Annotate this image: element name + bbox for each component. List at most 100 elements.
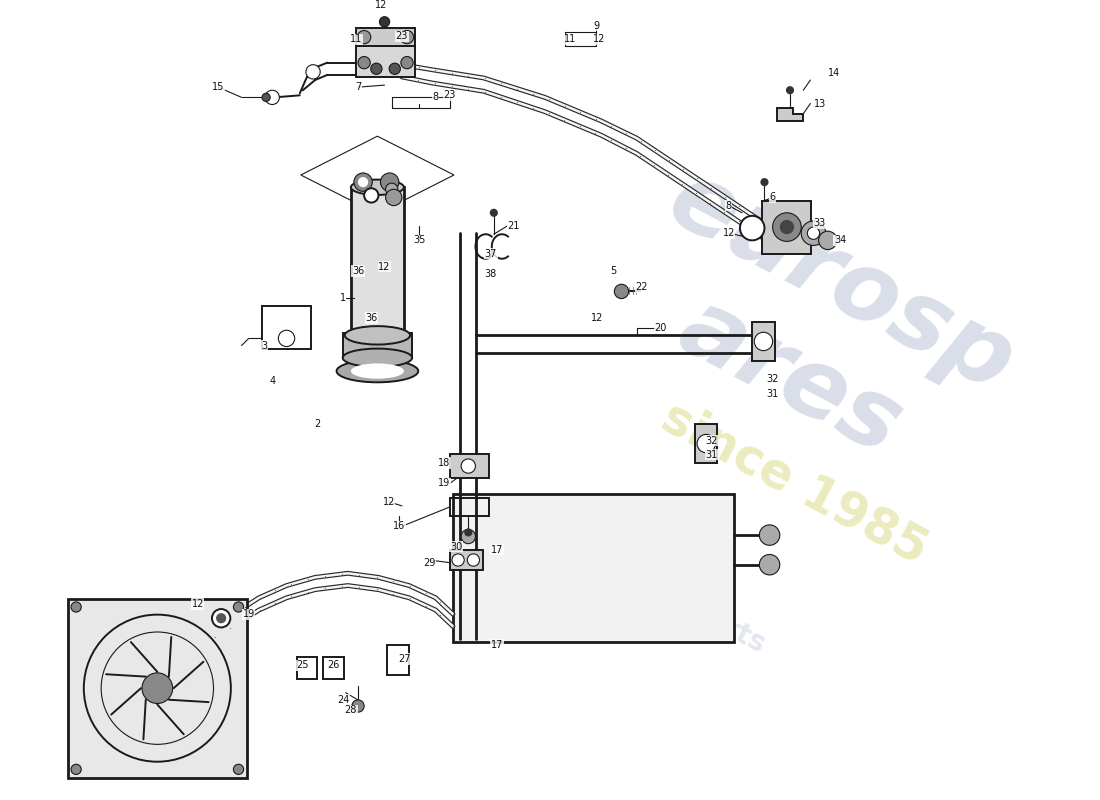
- Circle shape: [358, 30, 371, 44]
- Bar: [752, 322, 774, 361]
- Text: 35: 35: [414, 235, 426, 246]
- Circle shape: [354, 173, 372, 191]
- Circle shape: [755, 332, 772, 350]
- Ellipse shape: [337, 360, 418, 382]
- Text: 4: 4: [270, 376, 275, 386]
- Ellipse shape: [351, 363, 404, 378]
- Text: 20: 20: [654, 323, 667, 333]
- Text: since 1985: since 1985: [653, 393, 936, 574]
- Circle shape: [262, 94, 271, 102]
- Bar: [356, 46, 415, 77]
- Circle shape: [389, 63, 400, 74]
- Text: 24: 24: [338, 695, 350, 705]
- Bar: [68, 599, 246, 778]
- Text: 19: 19: [438, 478, 450, 489]
- Circle shape: [461, 530, 475, 544]
- Bar: [762, 201, 812, 254]
- Text: 31: 31: [767, 389, 779, 398]
- Ellipse shape: [351, 179, 404, 195]
- Text: 1: 1: [340, 293, 345, 302]
- Text: 7: 7: [355, 82, 361, 92]
- Text: 11: 11: [350, 34, 362, 44]
- Text: 32: 32: [767, 374, 779, 384]
- Text: 12: 12: [593, 34, 605, 44]
- Circle shape: [216, 613, 227, 623]
- Text: 14: 14: [828, 68, 840, 78]
- Bar: [450, 454, 488, 478]
- Text: 38: 38: [485, 269, 497, 279]
- Polygon shape: [777, 107, 803, 121]
- Text: 16: 16: [393, 522, 405, 531]
- Text: 15: 15: [212, 82, 224, 92]
- Text: 25: 25: [297, 660, 309, 670]
- Circle shape: [142, 673, 173, 703]
- Text: 27: 27: [398, 654, 411, 664]
- Circle shape: [379, 17, 389, 27]
- Circle shape: [490, 209, 498, 217]
- Circle shape: [780, 220, 794, 234]
- Circle shape: [464, 528, 472, 537]
- Text: 28: 28: [344, 705, 358, 715]
- Circle shape: [278, 330, 295, 346]
- Text: 21: 21: [507, 221, 519, 231]
- Bar: [343, 334, 412, 358]
- Bar: [450, 498, 488, 516]
- Text: 31: 31: [705, 450, 717, 460]
- Text: 5: 5: [610, 266, 616, 276]
- Circle shape: [358, 57, 371, 69]
- Text: 3: 3: [261, 341, 267, 350]
- Text: 29: 29: [424, 558, 436, 568]
- Text: 2: 2: [314, 419, 320, 429]
- Text: 12: 12: [723, 228, 735, 238]
- Text: 26: 26: [328, 660, 340, 670]
- Text: 36: 36: [365, 313, 377, 323]
- Circle shape: [697, 434, 715, 453]
- Bar: [356, 28, 415, 46]
- Circle shape: [818, 231, 837, 250]
- Circle shape: [461, 459, 475, 473]
- Bar: [386, 645, 409, 675]
- Bar: [262, 306, 311, 349]
- Bar: [453, 494, 734, 642]
- Text: 8: 8: [432, 92, 439, 102]
- Bar: [695, 424, 717, 463]
- Bar: [450, 550, 483, 570]
- Text: 17: 17: [491, 545, 503, 554]
- Text: 12: 12: [591, 313, 603, 323]
- Circle shape: [759, 525, 780, 546]
- Circle shape: [772, 213, 801, 242]
- Circle shape: [745, 221, 759, 235]
- Text: 11: 11: [564, 34, 576, 44]
- Circle shape: [306, 65, 320, 79]
- Text: 22: 22: [636, 282, 648, 292]
- Text: 23: 23: [396, 31, 408, 41]
- Text: 34: 34: [834, 235, 846, 246]
- Text: 37: 37: [485, 249, 497, 258]
- Ellipse shape: [344, 326, 410, 345]
- Text: 12: 12: [383, 497, 395, 506]
- Circle shape: [233, 602, 243, 612]
- Text: eurosp
ares: eurosp ares: [602, 153, 1030, 507]
- Circle shape: [386, 190, 402, 206]
- Circle shape: [352, 700, 364, 712]
- Text: 6: 6: [770, 193, 776, 202]
- Circle shape: [72, 764, 81, 774]
- Bar: [323, 657, 343, 679]
- Text: 17: 17: [491, 640, 503, 650]
- Text: 32: 32: [705, 435, 717, 446]
- Text: 33: 33: [814, 218, 826, 228]
- Text: 8: 8: [726, 201, 732, 210]
- Circle shape: [452, 554, 464, 566]
- Ellipse shape: [343, 349, 412, 367]
- Circle shape: [386, 183, 398, 195]
- Circle shape: [759, 554, 780, 575]
- Text: 13: 13: [814, 98, 826, 109]
- Circle shape: [371, 63, 382, 74]
- Circle shape: [400, 57, 414, 69]
- Text: 12: 12: [375, 1, 387, 10]
- Circle shape: [760, 178, 769, 186]
- Circle shape: [381, 173, 399, 191]
- Circle shape: [801, 221, 826, 246]
- Circle shape: [265, 90, 279, 105]
- Bar: [297, 657, 317, 679]
